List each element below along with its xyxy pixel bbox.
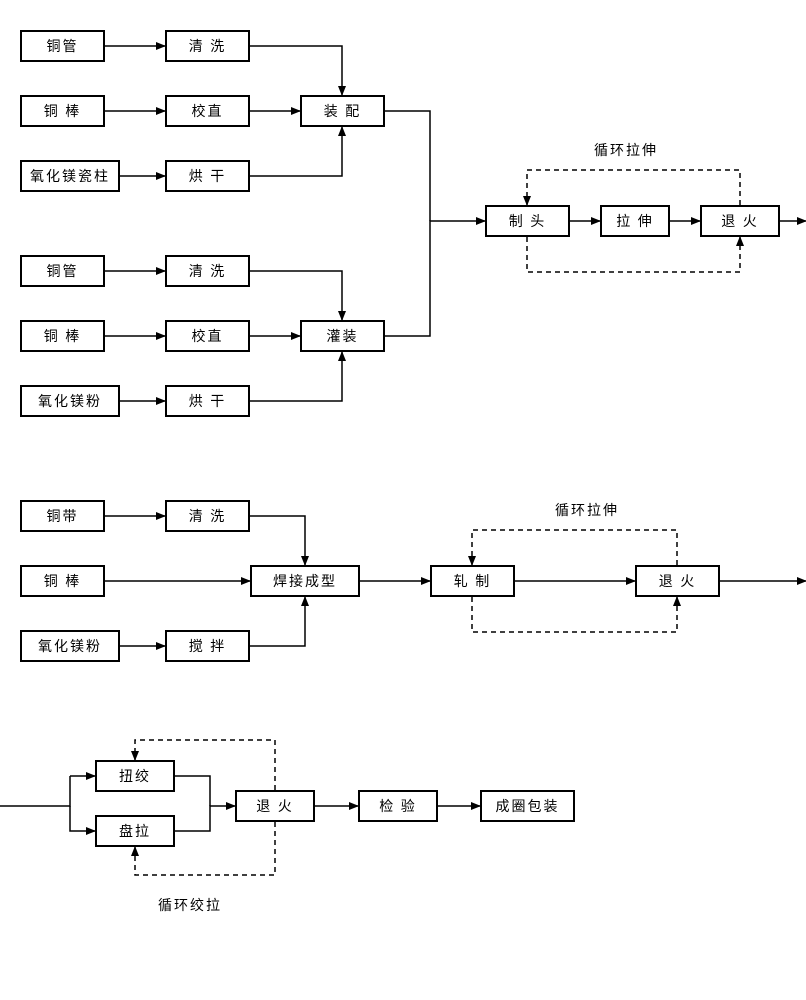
node-qingxi-3: 清 洗 [165, 500, 250, 532]
flow-arrows [0, 0, 806, 1000]
node-tongdai: 铜带 [20, 500, 105, 532]
node-mgo-cizhu: 氧化镁瓷柱 [20, 160, 120, 192]
node-mgo-fen-2: 氧化镁粉 [20, 630, 120, 662]
node-jiaoban: 搅 拌 [165, 630, 250, 662]
label-xunhuan-lashen-1: 循环拉伸 [594, 140, 658, 160]
node-tuihuo-3: 退 火 [235, 790, 315, 822]
node-qingxi-1: 清 洗 [165, 30, 250, 62]
node-tuihuo-1: 退 火 [700, 205, 780, 237]
node-zhuangpei: 装 配 [300, 95, 385, 127]
label-xunhuan-lashen-2: 循环拉伸 [555, 500, 619, 520]
node-tongbang-2: 铜 棒 [20, 320, 105, 352]
node-jiaozhi-2: 校直 [165, 320, 250, 352]
node-guanzhuang: 灌装 [300, 320, 385, 352]
node-panla: 盘拉 [95, 815, 175, 847]
node-honggan-1: 烘 干 [165, 160, 250, 192]
node-mgo-fen-1: 氧化镁粉 [20, 385, 120, 417]
node-honggan-2: 烘 干 [165, 385, 250, 417]
node-baozhuang: 成圈包装 [480, 790, 575, 822]
node-tuihuo-2: 退 火 [635, 565, 720, 597]
label-xunhuan-jiaola: 循环绞拉 [158, 895, 222, 915]
node-tongbang-1: 铜 棒 [20, 95, 105, 127]
node-lashen: 拉 伸 [600, 205, 670, 237]
node-tongguan-2: 铜管 [20, 255, 105, 287]
node-hanjie: 焊接成型 [250, 565, 360, 597]
node-tongbang-3: 铜 棒 [20, 565, 105, 597]
node-jiaozhi-1: 校直 [165, 95, 250, 127]
node-qingxi-2: 清 洗 [165, 255, 250, 287]
node-zhazhi: 轧 制 [430, 565, 515, 597]
node-jianyan: 检 验 [358, 790, 438, 822]
node-zhitou: 制 头 [485, 205, 570, 237]
node-niujiao: 扭绞 [95, 760, 175, 792]
node-tongguan-1: 铜管 [20, 30, 105, 62]
